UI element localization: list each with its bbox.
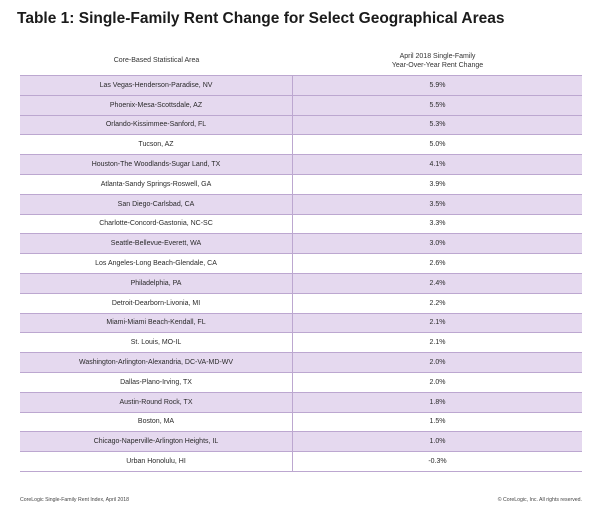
- area-cell: Tucson, AZ: [20, 135, 293, 155]
- area-cell: Dallas-Plano-Irving, TX: [20, 372, 293, 392]
- table-row: Phoenix-Mesa-Scottsdale, AZ 5.5%: [20, 94, 582, 115]
- area-cell: Seattle-Bellevue-Everett, WA: [20, 234, 293, 254]
- rent-change-table: Core-Based Statistical Area April 2018 S…: [20, 49, 582, 472]
- change-cell: 2.1%: [429, 319, 446, 327]
- area-cell: Washington-Arlington-Alexandria, DC-VA-M…: [20, 353, 293, 372]
- area-cell: Philadelphia, PA: [20, 273, 293, 293]
- table-row: Philadelphia, PA 2.4%: [20, 272, 582, 293]
- change-cell: 4.1%: [429, 161, 446, 169]
- table-row: Houston-The Woodlands-Sugar Land, TX 4.1…: [20, 154, 582, 174]
- change-cell: 2.0%: [429, 378, 446, 386]
- area-cell: Detroit-Dearborn-Livonia, MI: [20, 293, 293, 313]
- column-header-change: April 2018 Single-Family Year-Over-Year …: [293, 53, 582, 70]
- area-cell: San Diego-Carlsbad, CA: [20, 194, 293, 214]
- table-row: Seattle-Bellevue-Everett, WA 3.0%: [20, 233, 582, 254]
- table-row: Las Vegas-Henderson-Paradise, NV 5.9%: [20, 75, 582, 95]
- column-header-change-line2: Year-Over-Year Rent Change: [391, 61, 484, 69]
- change-cell: 3.9%: [429, 180, 446, 188]
- area-cell: Miami-Miami Beach-Kendall, FL: [20, 313, 293, 333]
- area-cell: Urban Honolulu, HI: [20, 452, 293, 471]
- change-cell: 2.0%: [429, 359, 446, 367]
- area-cell: Charlotte-Concord-Gastonia, NC-SC: [20, 214, 293, 234]
- area-cell: Chicago-Naperville-Arlington Heights, IL: [20, 432, 293, 452]
- change-cell: 5.9%: [429, 81, 446, 89]
- table-row: Atlanta-Sandy Springs-Roswell, GA 3.9%: [20, 173, 582, 194]
- table-row: Boston, MA 1.5%: [20, 411, 582, 432]
- area-cell: Boston, MA: [20, 412, 293, 432]
- column-header-change-line1: April 2018 Single-Family: [399, 53, 476, 60]
- table-row: Miami-Miami Beach-Kendall, FL 2.1%: [20, 312, 582, 333]
- area-cell: Phoenix-Mesa-Scottsdale, AZ: [20, 95, 293, 115]
- table-title: Table 1: Single-Family Rent Change for S…: [17, 10, 505, 27]
- change-cell: 5.5%: [429, 101, 446, 109]
- table-row: San Diego-Carlsbad, CA 3.5%: [20, 193, 582, 214]
- area-cell: Orlando-Kissimmee-Sanford, FL: [20, 115, 293, 135]
- table-row: St. Louis, MO-IL 2.1%: [20, 332, 582, 353]
- area-cell: Austin-Round Rock, TX: [20, 392, 293, 412]
- table-row: Orlando-Kissimmee-Sanford, FL 5.3%: [20, 114, 582, 135]
- table-row: Charlotte-Concord-Gastonia, NC-SC 3.3%: [20, 213, 582, 234]
- change-cell: 1.8%: [429, 398, 446, 406]
- table-row: Detroit-Dearborn-Livonia, MI 2.2%: [20, 292, 582, 313]
- table-row: Chicago-Naperville-Arlington Heights, IL…: [20, 431, 582, 452]
- change-cell: 3.5%: [429, 200, 446, 208]
- table-row: Los Angeles-Long Beach-Glendale, CA 2.6%: [20, 253, 582, 273]
- table-row: Dallas-Plano-Irving, TX 2.0%: [20, 371, 582, 392]
- table-row: Urban Honolulu, HI -0.3%: [20, 451, 582, 471]
- table-header: Core-Based Statistical Area April 2018 S…: [20, 49, 582, 74]
- change-cell: 2.2%: [429, 299, 446, 307]
- area-cell: Las Vegas-Henderson-Paradise, NV: [20, 76, 293, 95]
- area-cell: St. Louis, MO-IL: [20, 333, 293, 353]
- copyright-note: © CoreLogic, Inc. All rights reserved.: [497, 497, 582, 503]
- area-cell: Los Angeles-Long Beach-Glendale, CA: [20, 254, 293, 273]
- table-row: Washington-Arlington-Alexandria, DC-VA-M…: [20, 352, 582, 372]
- change-cell: 2.1%: [429, 339, 446, 347]
- source-note: CoreLogic Single-Family Rent Index, Apri…: [20, 497, 129, 503]
- change-cell: 2.4%: [429, 279, 446, 287]
- change-cell: 5.3%: [429, 121, 446, 129]
- change-cell: 1.5%: [429, 418, 446, 426]
- table-row: Austin-Round Rock, TX 1.8%: [20, 391, 582, 412]
- change-cell: 3.0%: [429, 240, 446, 248]
- change-cell: 1.0%: [429, 438, 446, 446]
- column-header-area: Core-Based Statistical Area: [113, 57, 200, 65]
- change-cell: 2.6%: [429, 260, 446, 268]
- change-cell: 3.3%: [429, 220, 446, 228]
- change-cell: -0.3%: [428, 458, 447, 466]
- change-cell: 5.0%: [429, 141, 446, 149]
- area-cell: Houston-The Woodlands-Sugar Land, TX: [20, 155, 293, 174]
- table-body: Las Vegas-Henderson-Paradise, NV 5.9% Ph…: [20, 75, 582, 472]
- area-cell: Atlanta-Sandy Springs-Roswell, GA: [20, 174, 293, 194]
- table-row: Tucson, AZ 5.0%: [20, 134, 582, 155]
